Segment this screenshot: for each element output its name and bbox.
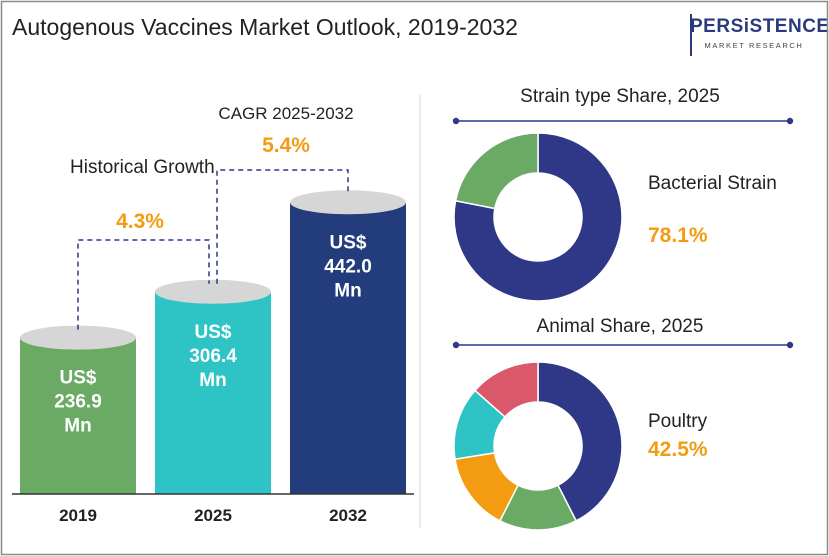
brand-logo: PERSiSTENCE MARKET RESEARCH	[690, 14, 829, 56]
bar-value-line: US$	[60, 368, 97, 389]
animal-donut-slice-4	[473, 361, 539, 418]
bar-value-line: US$	[330, 232, 367, 253]
x-tick-label: 2025	[194, 506, 232, 525]
bar-value-label: US$ 236.9 Mn	[54, 368, 102, 437]
animal-highlight-value: 42.5%	[648, 438, 708, 461]
bar-value-line: 442.0	[324, 256, 372, 277]
logo-tagline: MARKET RESEARCH	[704, 41, 804, 50]
bar-2032	[290, 202, 406, 494]
x-tick-label: 2032	[329, 506, 367, 525]
strain-donut-slice-1	[454, 132, 539, 210]
animal-divider-rule-dot-right	[786, 341, 794, 349]
historical-growth-label: Historical Growth	[70, 157, 215, 178]
animal-highlight-name: Poultry	[648, 411, 708, 432]
bar-cap-2019	[20, 325, 136, 350]
bar-value-line: Mn	[64, 416, 91, 437]
bar-value-line: Mn	[334, 280, 361, 301]
animal-divider-rule-dot-left	[452, 341, 460, 349]
x-tick-label: 2019	[59, 506, 97, 525]
strain-divider-rule-dot-left	[452, 117, 460, 125]
strain-highlight-name: Bacterial Strain	[648, 173, 777, 194]
bar-2025	[155, 291, 271, 494]
bar-value-line: US$	[195, 322, 232, 343]
strain-donut-title: Strain type Share, 2025	[520, 86, 720, 107]
logo-bar	[690, 14, 692, 56]
strain-highlight-value: 78.1%	[648, 224, 708, 247]
strain-donut-slice-0	[453, 132, 623, 302]
bar-value-line: 236.9	[54, 392, 102, 413]
historical-growth-value: 4.3%	[116, 210, 164, 233]
cagr-label: CAGR 2025-2032	[218, 104, 354, 123]
page-title: Autogenous Vaccines Market Outlook, 2019…	[12, 14, 518, 40]
logo-name: PERSiSTENCE	[690, 16, 829, 37]
bar-value-label: US$ 306.4 Mn	[189, 322, 237, 391]
bar-value-line: Mn	[199, 370, 226, 391]
animal-donut-title: Animal Share, 2025	[536, 316, 704, 337]
bar-value-line: 306.4	[189, 346, 237, 367]
bar-cap-2032	[290, 190, 406, 215]
cagr-value: 5.4%	[262, 134, 310, 157]
bar-cap-2025	[155, 279, 271, 304]
strain-divider-rule-dot-right	[786, 117, 794, 125]
cagr-connector	[216, 169, 349, 284]
animal-donut-slice-0	[537, 361, 623, 522]
historical-growth-connector	[77, 239, 210, 330]
bar-2019	[20, 337, 136, 494]
bar-value-label: US$ 442.0 Mn	[324, 232, 372, 301]
